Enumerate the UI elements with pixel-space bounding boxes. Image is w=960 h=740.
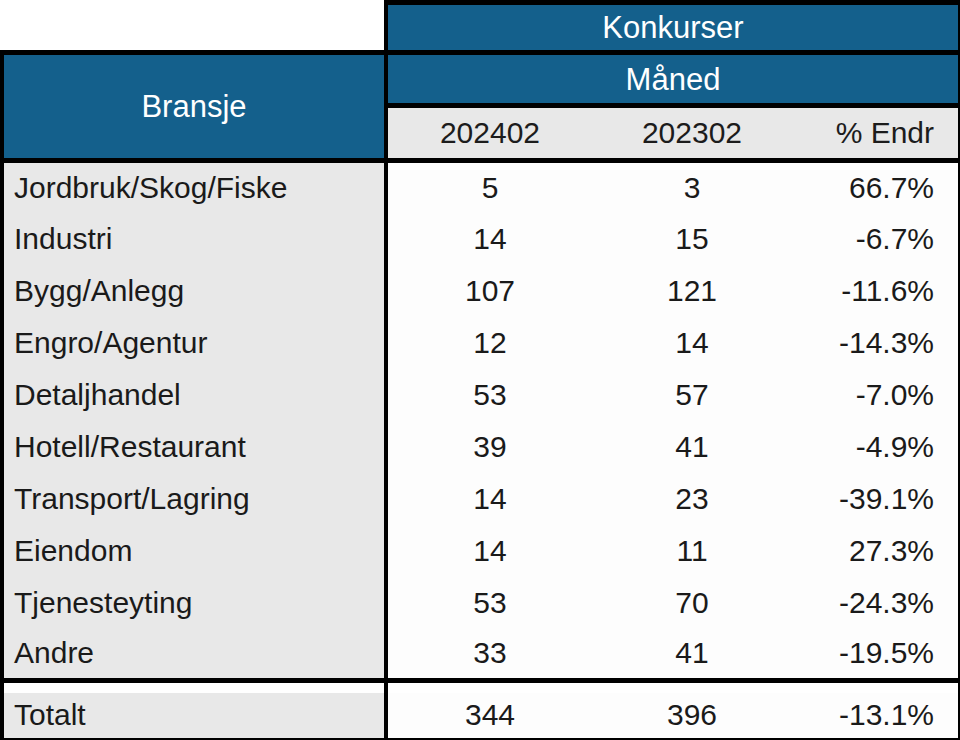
- value-202402: 39: [386, 421, 592, 473]
- row-label: Bygg/Anlegg: [2, 265, 386, 317]
- column-header-202302: 202302: [592, 106, 792, 161]
- row-label: Hotell/Restaurant: [2, 421, 386, 473]
- value-202402: 14: [386, 525, 592, 577]
- table-row: Jordbruk/Skog/Fiske 5 3 66.7%: [2, 161, 960, 213]
- total-value-202302: 396: [592, 693, 792, 740]
- table-title: Konkurser: [386, 3, 960, 53]
- table-row: Andre 33 41 -19.5%: [2, 629, 960, 681]
- pct-change: -7.0%: [792, 369, 960, 421]
- value-202402: 14: [386, 473, 592, 525]
- row-label: Industri: [2, 213, 386, 265]
- table-row: Transport/Lagring 14 23 -39.1%: [2, 473, 960, 525]
- value-202302: 41: [592, 629, 792, 681]
- row-label: Tjenesteyting: [2, 577, 386, 629]
- value-202402: 14: [386, 213, 592, 265]
- value-202302: 121: [592, 265, 792, 317]
- total-label: Totalt: [2, 693, 386, 740]
- table-row: Engro/Agentur 12 14 -14.3%: [2, 317, 960, 369]
- total-value-202402: 344: [386, 693, 592, 740]
- value-202302: 70: [592, 577, 792, 629]
- value-202402: 12: [386, 317, 592, 369]
- table-row: Hotell/Restaurant 39 41 -4.9%: [2, 421, 960, 473]
- value-202302: 57: [592, 369, 792, 421]
- pct-change: -14.3%: [792, 317, 960, 369]
- row-label: Andre: [2, 629, 386, 681]
- empty-corner-cell: [2, 3, 386, 53]
- row-label: Engro/Agentur: [2, 317, 386, 369]
- pct-change: -39.1%: [792, 473, 960, 525]
- value-202302: 11: [592, 525, 792, 577]
- table-row: Detaljhandel 53 57 -7.0%: [2, 369, 960, 421]
- section-divider: [2, 681, 960, 693]
- pct-change: 27.3%: [792, 525, 960, 577]
- value-202402: 53: [386, 577, 592, 629]
- value-202402: 33: [386, 629, 592, 681]
- pct-change: 66.7%: [792, 161, 960, 213]
- value-202402: 53: [386, 369, 592, 421]
- pct-change: -11.6%: [792, 265, 960, 317]
- value-202302: 23: [592, 473, 792, 525]
- table-row: Bygg/Anlegg 107 121 -11.6%: [2, 265, 960, 317]
- row-label: Eiendom: [2, 525, 386, 577]
- value-202302: 15: [592, 213, 792, 265]
- pct-change: -24.3%: [792, 577, 960, 629]
- pct-change: -19.5%: [792, 629, 960, 681]
- table-row: Eiendom 14 11 27.3%: [2, 525, 960, 577]
- pct-change: -6.7%: [792, 213, 960, 265]
- value-202302: 3: [592, 161, 792, 213]
- row-label: Detaljhandel: [2, 369, 386, 421]
- konkurser-table: Konkurser Bransje Måned 202402 202302 % …: [0, 0, 960, 740]
- total-row: Totalt 344 396 -13.1%: [2, 693, 960, 740]
- value-202402: 107: [386, 265, 592, 317]
- column-header-pct-endr: % Endr: [792, 106, 960, 161]
- pct-change: -4.9%: [792, 421, 960, 473]
- row-label: Transport/Lagring: [2, 473, 386, 525]
- group-header-maaned: Måned: [386, 53, 960, 106]
- table-row: Industri 14 15 -6.7%: [2, 213, 960, 265]
- table-row: Tjenesteyting 53 70 -24.3%: [2, 577, 960, 629]
- total-pct-change: -13.1%: [792, 693, 960, 740]
- row-label: Jordbruk/Skog/Fiske: [2, 161, 386, 213]
- value-202302: 41: [592, 421, 792, 473]
- column-header-202402: 202402: [386, 106, 592, 161]
- bankruptcy-statistics-table: Konkurser Bransje Måned 202402 202302 % …: [0, 0, 960, 740]
- value-202402: 5: [386, 161, 592, 213]
- row-dimension-header: Bransje: [2, 53, 386, 161]
- value-202302: 14: [592, 317, 792, 369]
